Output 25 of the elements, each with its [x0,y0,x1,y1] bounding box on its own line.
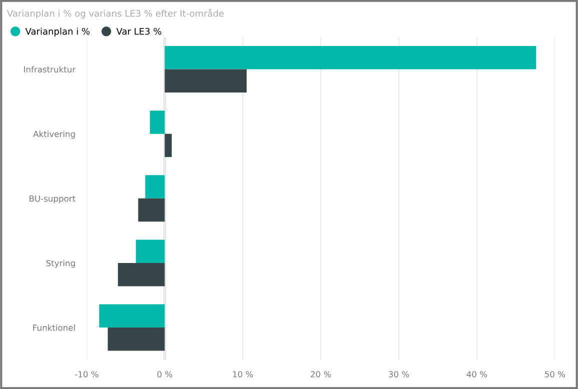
bar [145,175,165,198]
legend-label: Varianplan i % [25,28,90,36]
x-tick-label: 20 % [310,371,331,378]
bar [150,110,165,134]
y-tick-label: Funktionel [33,324,75,331]
bar [138,198,165,222]
x-tick-label: 40 % [466,371,487,378]
legend-label: Var LE3 % [116,28,162,35]
chart-title: Varianplan i % og varians LE3 % efter It-område [7,8,224,19]
x-tick-label: 50 % [544,371,566,378]
x-tick-label: -10 % [75,371,98,378]
bar [136,240,165,263]
x-tick-label: 30 % [388,371,409,378]
x-tick-label: 0 % [157,371,172,378]
bar [108,328,165,351]
bar [164,69,247,92]
bar [118,262,165,286]
y-tick-label: Styring [46,260,75,268]
bar [164,134,172,158]
x-tick-label: 10 % [233,371,253,378]
bar [164,46,536,70]
y-tick-label: Aktivering [33,130,75,139]
bar [99,304,165,328]
y-tick-label: BU-support [30,195,76,204]
y-tick-label: Infrastruktur [24,66,76,73]
